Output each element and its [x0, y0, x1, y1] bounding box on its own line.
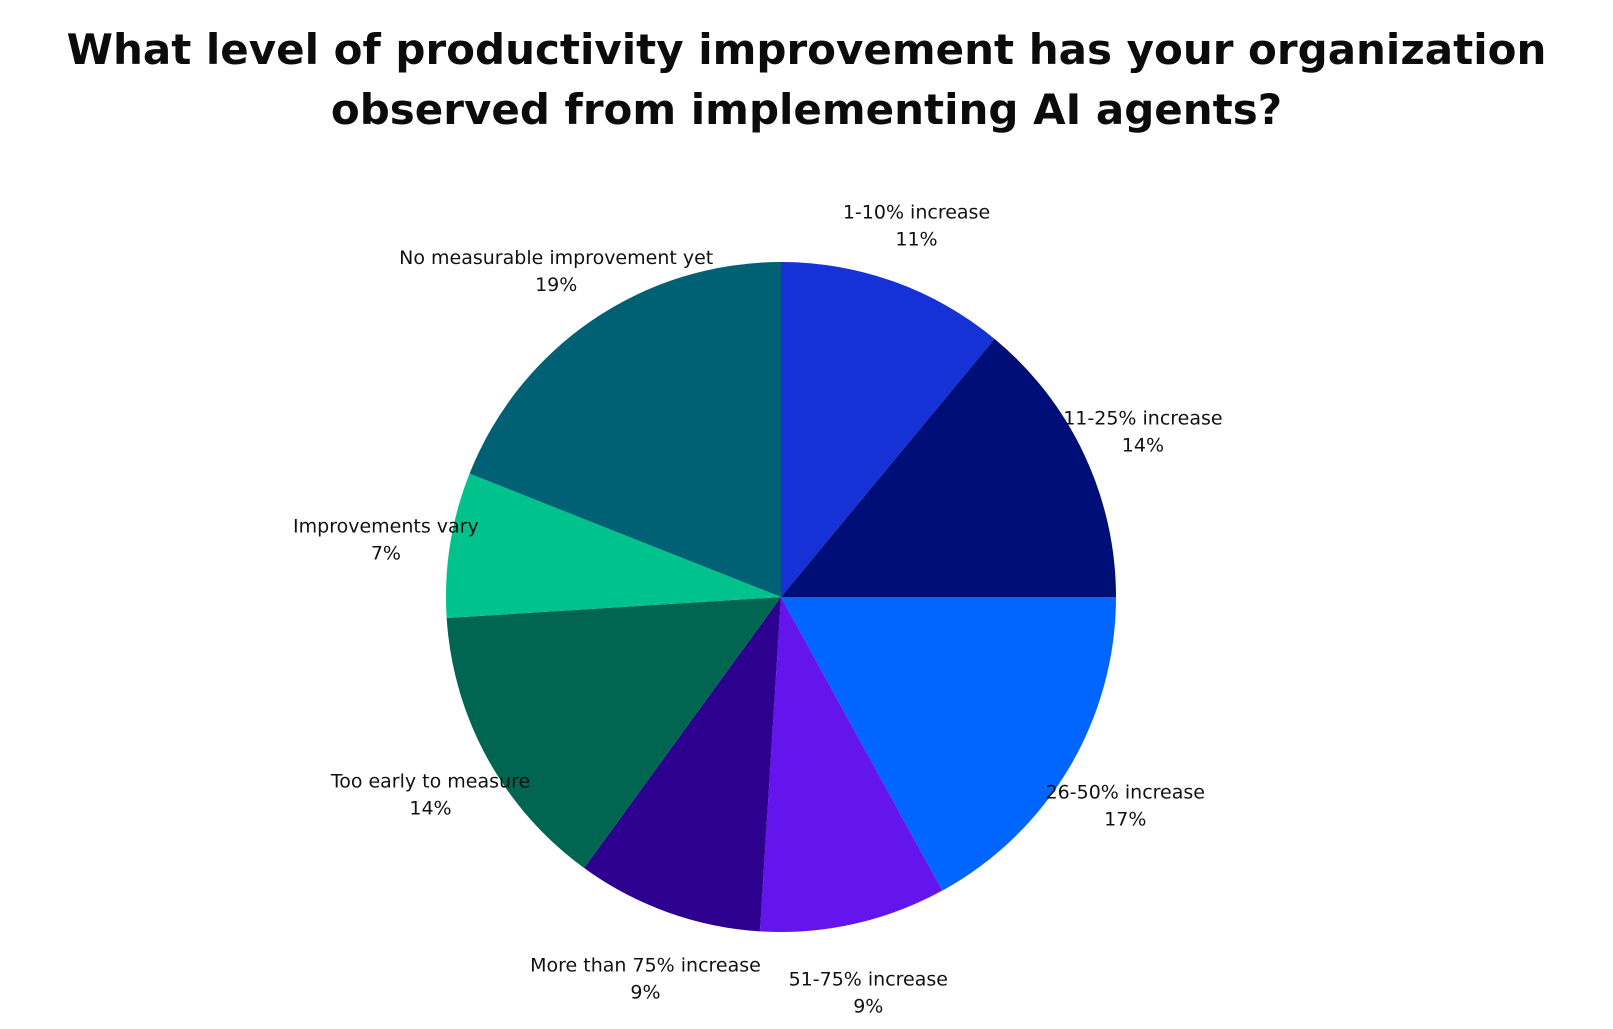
pie-labels: 1-10% increase 11% 11-25% increase 14% 26-50…	[293, 202, 1223, 1018]
pie-slice-too-early-to-measure	[446, 597, 781, 869]
pie-slice-no-measurable-improvement-yet	[469, 261, 781, 597]
pie-slice-26-50-increase	[781, 597, 1116, 891]
pie-label-value: 14%	[409, 798, 451, 820]
pie-label-category: 26-50% increase	[1046, 782, 1205, 804]
pie-label-value: 7%	[371, 542, 401, 564]
pie-label-category: 51-75% increase	[789, 968, 948, 990]
pie-label-value: 19%	[535, 274, 577, 296]
pie-label-26-50-increase: 26-50% increase 17%	[1046, 782, 1205, 831]
pie-label-value: 11%	[895, 229, 937, 251]
pie-label-category: No measurable improvement yet	[399, 247, 713, 269]
pie-slice-more-than-75-increase	[584, 597, 781, 932]
pie-label-improvements-vary: Improvements vary 7%	[293, 515, 479, 564]
pie-label-category: Improvements vary	[293, 515, 479, 537]
pie-label-11-25-increase: 11-25% increase 14%	[1063, 408, 1222, 457]
pie-label-value: 14%	[1122, 435, 1164, 457]
pie-slice-improvements-vary	[445, 473, 781, 619]
pie-slice-1-10-increase	[781, 262, 995, 597]
chart-title-line-1: What level of productivity improvement h…	[66, 25, 1547, 74]
pie-label-category: 1-10% increase	[843, 202, 990, 224]
pie-slices	[445, 261, 1116, 933]
pie-slice-51-75-increase	[759, 597, 943, 933]
pie-label-1-10-increase: 1-10% increase 11%	[843, 202, 990, 251]
chart-title: What level of productivity improvement h…	[0, 20, 1613, 140]
pie-label-51-75-increase: 51-75% increase 9%	[789, 968, 948, 1017]
pie-slice-11-25-increase	[781, 338, 1116, 597]
pie-label-value: 9%	[630, 981, 660, 1003]
pie-label-category: 11-25% increase	[1063, 408, 1222, 430]
pie-label-no-measurable-improvement-yet: No measurable improvement yet 19%	[399, 247, 713, 296]
pie-label-category: More than 75% increase	[530, 954, 761, 976]
pie-label-too-early-to-measure: Too early to measure 14%	[330, 771, 530, 820]
pie-label-more-than-75-increase: More than 75% increase 9%	[530, 954, 761, 1003]
chart-title-line-2: observed from implementing AI agents?	[330, 85, 1283, 134]
pie-label-value: 9%	[853, 995, 883, 1017]
pie-label-category: Too early to measure	[330, 771, 530, 793]
pie-label-value: 17%	[1104, 809, 1146, 831]
